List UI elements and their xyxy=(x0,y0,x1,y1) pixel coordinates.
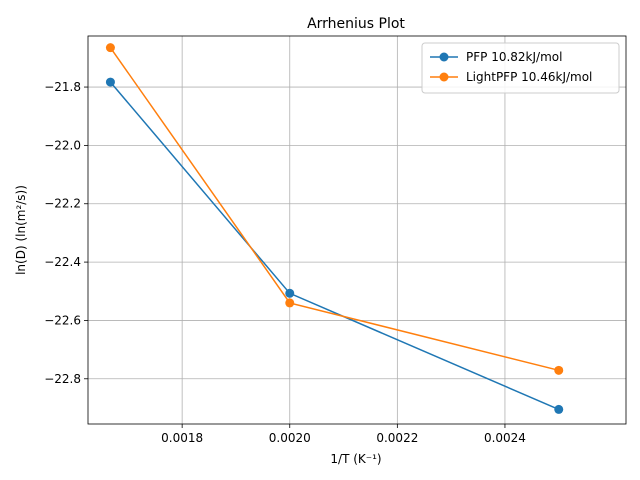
y-tick-label: −22.2 xyxy=(44,197,81,211)
legend-label: LightPFP 10.46kJ/mol xyxy=(466,70,592,84)
legend-box xyxy=(421,42,620,94)
series-layer xyxy=(105,43,564,414)
x-axis-ticks: 0.0018 0.0020 0.0022 0.0024 xyxy=(161,424,526,445)
plot-frame xyxy=(87,35,627,425)
y-axis-ticks: −22.8 −22.6 −22.4 −22.2 −22.0 −21.8 xyxy=(44,80,88,386)
series-1-point xyxy=(285,288,295,298)
legend-swatch-marker xyxy=(439,72,449,82)
legend: PFP 10.82kJ/mol LightPFP 10.46kJ/mol xyxy=(421,42,620,94)
y-tick-label: −21.8 xyxy=(44,80,81,94)
series-1-point xyxy=(554,404,564,414)
y-tick-label: −22.0 xyxy=(44,138,81,152)
series-2-point xyxy=(554,365,564,375)
series-1-point xyxy=(105,77,115,87)
legend-swatch-marker xyxy=(439,52,449,62)
y-axis-label: ln(D) (ln(m²/s)) xyxy=(14,185,28,275)
y-tick-label: −22.8 xyxy=(44,372,81,386)
plot-area xyxy=(88,36,626,424)
series-2-point xyxy=(105,43,115,53)
x-tick-label: 0.0022 xyxy=(376,431,418,445)
y-tick-label: −22.6 xyxy=(44,313,81,327)
x-tick-label: 0.0024 xyxy=(484,431,526,445)
x-tick-label: 0.0020 xyxy=(269,431,311,445)
x-tick-label: 0.0018 xyxy=(161,431,203,445)
legend-label: PFP 10.82kJ/mol xyxy=(466,50,562,64)
chart-title: Arrhenius Plot xyxy=(307,16,405,32)
series-2-point xyxy=(285,298,295,308)
y-tick-label: −22.4 xyxy=(44,255,81,269)
x-axis-label: 1/T (K⁻¹) xyxy=(330,452,381,466)
